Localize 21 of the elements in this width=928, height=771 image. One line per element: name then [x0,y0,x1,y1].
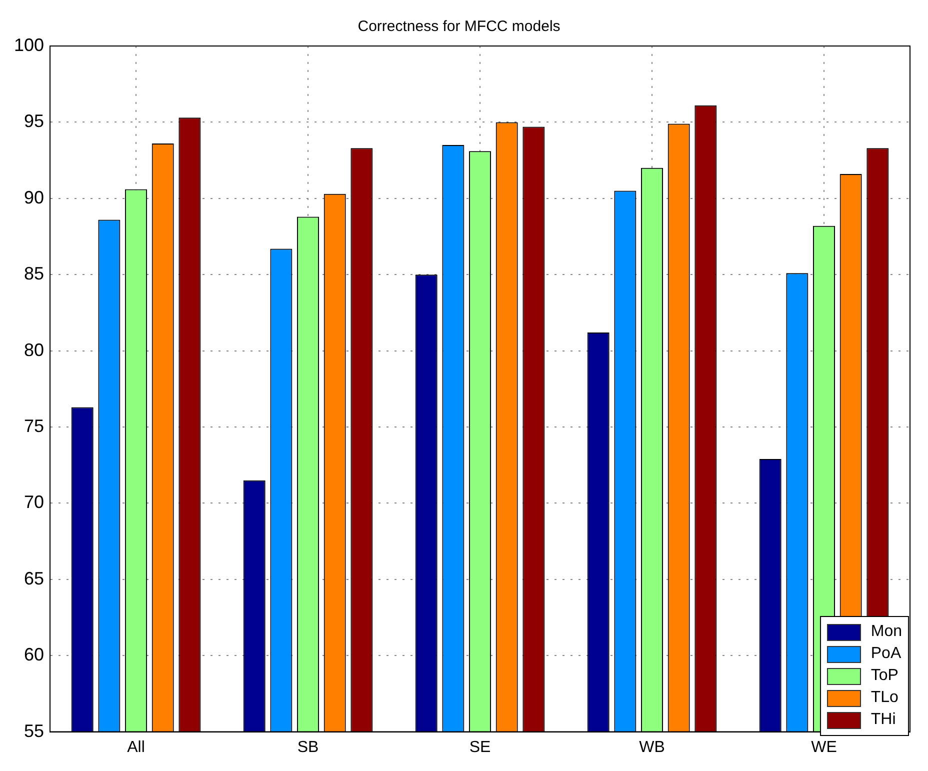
x-tick-label: SB [297,738,319,756]
x-tick-label: SE [469,738,491,756]
x-tick-label: WB [639,738,665,756]
y-tick-label: 80 [24,340,44,360]
legend-label: THi [870,711,896,729]
y-tick-label: 75 [24,416,44,436]
y-tick-label: 90 [24,187,44,208]
y-tick-label: 60 [24,644,44,665]
y-tick-label: 70 [24,492,44,512]
legend-label: ToP [870,667,898,685]
y-tick-label: 100 [14,34,44,55]
y-tick-label: 95 [24,111,44,132]
legend-label: TLo [870,689,898,707]
legend-label: PoA [870,645,902,663]
legend-label: Mon [870,623,902,641]
y-tick-label: 55 [24,720,44,741]
y-tick-label: 65 [24,568,44,588]
x-tick-label: WE [811,738,837,756]
y-tick-label: 85 [24,264,44,284]
chart-title: Correctness for MFCC models [358,18,560,36]
x-tick-label: All [127,738,145,756]
